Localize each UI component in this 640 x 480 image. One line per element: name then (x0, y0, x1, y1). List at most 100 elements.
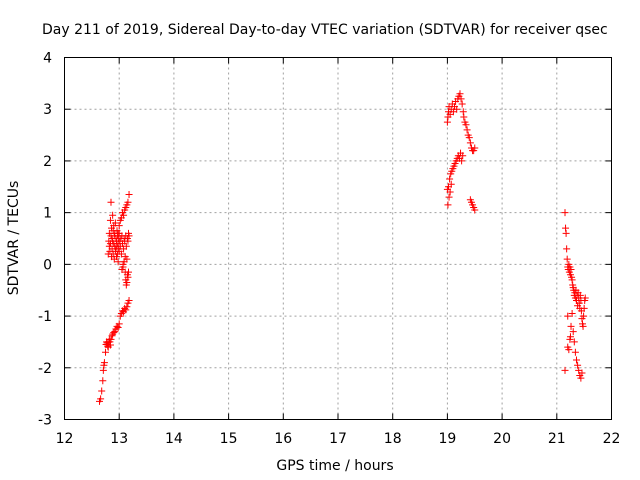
data-point-plus-marker (567, 266, 575, 274)
data-point-plus-marker (122, 242, 130, 250)
data-point-plus-marker (568, 309, 576, 317)
data-point-plus-marker (446, 175, 454, 183)
data-point-plus-marker (456, 90, 464, 98)
data-point-plus-marker (124, 237, 132, 245)
data-point-plus-marker (453, 105, 461, 113)
data-point-plus-marker (97, 395, 105, 403)
data-point-plus-marker (107, 335, 115, 343)
data-point-plus-marker (578, 369, 586, 377)
x-tick-label: 18 (384, 431, 402, 447)
data-point-plus-marker (565, 346, 573, 354)
data-point-plus-marker (576, 291, 584, 299)
data-point-plus-marker (447, 180, 455, 188)
data-point-plus-marker (114, 323, 122, 331)
y-tick-label: 2 (43, 154, 52, 170)
y-tick-label: 0 (43, 257, 52, 273)
data-point-plus-marker (465, 134, 473, 142)
data-point-plus-marker (581, 294, 589, 302)
data-point-plus-marker (562, 229, 570, 237)
x-tick-label: 21 (548, 431, 566, 447)
y-tick-label: 1 (43, 206, 52, 222)
data-point-plus-marker (446, 188, 454, 196)
data-point-plus-marker (124, 268, 132, 276)
data-point-plus-marker (574, 361, 582, 369)
data-point-plus-marker (124, 198, 132, 206)
data-point-plus-marker (460, 113, 468, 121)
data-point-plus-marker (570, 338, 578, 346)
data-point-plus-marker (110, 329, 118, 337)
data-point-plus-marker (466, 139, 474, 147)
data-point-plus-marker (458, 157, 466, 165)
data-point-plus-marker (462, 121, 470, 129)
data-point-plus-marker (577, 374, 585, 382)
x-tick-label: 16 (274, 431, 292, 447)
x-tick-label: 12 (56, 431, 74, 447)
data-point-plus-marker (111, 219, 119, 227)
data-point-plus-marker (571, 348, 579, 356)
data-point-plus-marker (459, 152, 467, 160)
x-tick-label: 22 (603, 431, 621, 447)
data-point-plus-marker (471, 206, 479, 214)
data-point-plus-marker (114, 229, 122, 237)
x-tick-label: 13 (110, 431, 128, 447)
data-point-plus-marker (122, 306, 130, 314)
y-tick-label: -2 (38, 361, 52, 377)
data-point-plus-marker (99, 366, 107, 374)
data-point-plus-marker (120, 258, 128, 266)
data-point-plus-marker (108, 332, 116, 340)
data-point-plus-marker (98, 387, 106, 395)
data-point-plus-marker (563, 255, 571, 263)
x-tick-label: 15 (220, 431, 238, 447)
data-point-plus-marker (563, 245, 571, 253)
data-point-plus-marker (463, 126, 471, 134)
data-point-plus-marker (100, 359, 108, 367)
data-point-plus-marker (459, 108, 467, 116)
data-point-plus-marker (445, 193, 453, 201)
y-tick-labels: -3 -2 -1 0 1 2 3 4 (38, 51, 52, 429)
data-point-plus-marker (102, 348, 110, 356)
data-point-plus-marker (120, 211, 128, 219)
data-point-plus-marker (567, 322, 575, 330)
data-point-plus-marker (561, 209, 569, 217)
data-point-plus-marker (566, 333, 574, 341)
data-point-plus-marker (117, 250, 125, 258)
y-axis-label: SDTVAR / TECUs (6, 181, 22, 296)
data-point-plus-marker (562, 224, 570, 232)
y-tick-label: 3 (43, 102, 52, 118)
x-axis-label: GPS time / hours (276, 458, 393, 474)
data-point-plus-marker (115, 222, 123, 230)
x-tick-labels: 12 13 14 15 16 17 18 19 20 21 22 (56, 431, 621, 447)
data-point-plus-marker (125, 297, 133, 305)
data-point-plus-marker (561, 366, 569, 374)
y-tick-label: -3 (38, 413, 52, 429)
x-tick-label: 17 (329, 431, 347, 447)
y-tick-label: -1 (38, 309, 52, 325)
data-point-plus-marker (579, 322, 587, 330)
data-point-plus-marker (458, 100, 466, 108)
gridlines (64, 57, 612, 420)
data-point-plus-marker (123, 303, 131, 311)
y-tick-label: 4 (43, 51, 52, 67)
data-point-plus-marker (569, 328, 577, 336)
data-point-plus-marker (99, 377, 107, 385)
data-point-plus-marker (443, 118, 451, 126)
x-tick-label: 14 (165, 431, 183, 447)
data-point-plus-marker (115, 320, 123, 328)
chart-title: Day 211 of 2019, Sidereal Day-to-day VTE… (42, 22, 608, 38)
plot-frame (64, 57, 612, 420)
data-point-plus-marker (564, 312, 572, 320)
data-point-plus-marker (106, 341, 114, 349)
data-point-plus-marker (114, 258, 122, 266)
x-tick-label: 20 (493, 431, 511, 447)
data-point-plus-marker (580, 312, 588, 320)
data-point-plus-marker (107, 198, 115, 206)
data-point-plus-marker (568, 276, 576, 284)
data-point-plus-marker (444, 201, 452, 209)
data-point-plus-marker (125, 191, 133, 199)
data-point-plus-marker (457, 95, 465, 103)
data-point-plus-marker (572, 356, 580, 364)
data-point-plus-marker (109, 211, 117, 219)
data-points (96, 90, 589, 405)
x-tick-label: 19 (438, 431, 456, 447)
